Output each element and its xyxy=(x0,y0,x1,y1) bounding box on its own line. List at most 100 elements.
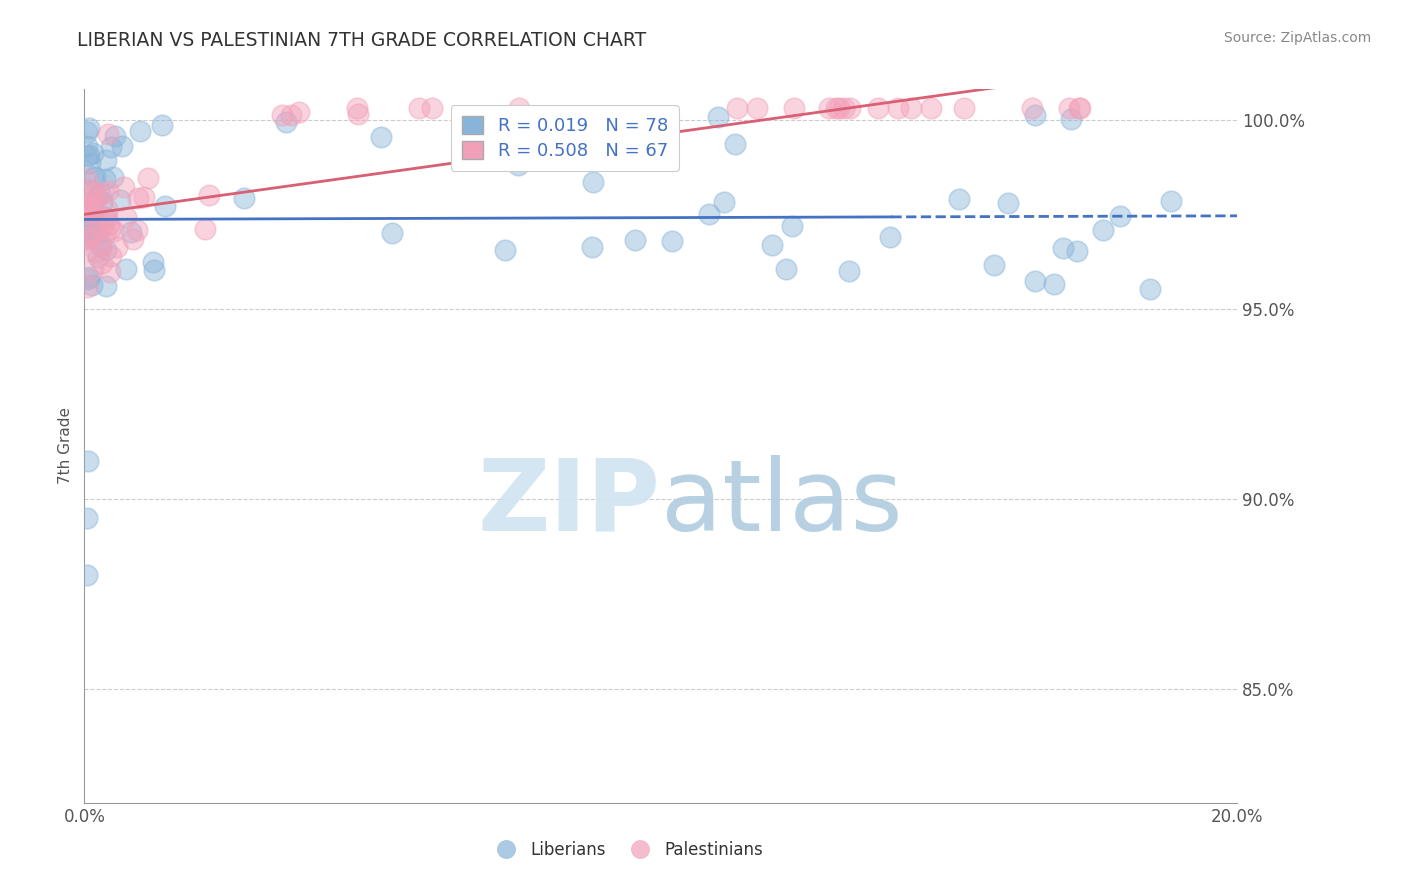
Point xyxy=(745,101,768,115)
Point xyxy=(77,147,100,161)
Point xyxy=(77,243,100,257)
Point xyxy=(920,101,942,115)
Point xyxy=(77,224,100,238)
Point xyxy=(101,169,124,184)
Point xyxy=(94,226,117,240)
Point xyxy=(90,256,112,270)
Point xyxy=(82,170,104,185)
Legend: Liberians, Palestinians: Liberians, Palestinians xyxy=(482,835,770,866)
Point xyxy=(121,232,143,246)
Point xyxy=(825,101,848,115)
Point xyxy=(82,261,104,276)
Point xyxy=(1139,282,1161,296)
Point xyxy=(1092,223,1115,237)
Point xyxy=(104,129,127,144)
Point xyxy=(79,200,101,214)
Point xyxy=(420,101,443,115)
Point xyxy=(100,222,122,236)
Point xyxy=(775,262,797,277)
Point xyxy=(97,184,120,198)
Point xyxy=(886,101,908,115)
Point xyxy=(83,207,105,221)
Point xyxy=(100,249,122,263)
Point xyxy=(76,454,98,468)
Point xyxy=(96,202,118,216)
Point xyxy=(761,238,783,252)
Point xyxy=(494,243,516,257)
Point xyxy=(1021,101,1043,115)
Point xyxy=(1024,274,1046,288)
Point xyxy=(347,107,370,121)
Point xyxy=(1057,101,1080,115)
Point xyxy=(87,227,110,242)
Point xyxy=(84,219,107,234)
Point xyxy=(90,195,112,210)
Point xyxy=(1052,241,1074,255)
Point xyxy=(100,140,122,154)
Point xyxy=(76,207,98,221)
Point xyxy=(1066,244,1088,258)
Point xyxy=(127,191,149,205)
Point xyxy=(128,123,150,137)
Point xyxy=(91,220,114,235)
Point xyxy=(77,183,100,197)
Point xyxy=(96,278,118,293)
Point xyxy=(76,202,98,216)
Point xyxy=(107,240,129,254)
Point xyxy=(661,234,683,248)
Point xyxy=(370,129,392,144)
Point xyxy=(280,108,302,122)
Point xyxy=(77,198,100,212)
Point xyxy=(76,148,98,162)
Y-axis label: 7th Grade: 7th Grade xyxy=(58,408,73,484)
Point xyxy=(142,254,165,268)
Point xyxy=(508,158,530,172)
Point xyxy=(94,153,117,168)
Point xyxy=(136,171,159,186)
Point xyxy=(288,104,311,119)
Point xyxy=(780,219,803,233)
Point xyxy=(132,190,155,204)
Point xyxy=(84,244,107,259)
Point xyxy=(697,207,720,221)
Point xyxy=(197,187,219,202)
Point xyxy=(82,145,104,160)
Point xyxy=(89,187,111,202)
Point xyxy=(953,101,976,115)
Point xyxy=(997,196,1019,211)
Point xyxy=(233,191,256,205)
Point xyxy=(94,210,117,224)
Point xyxy=(838,101,860,115)
Text: atlas: atlas xyxy=(661,455,903,551)
Point xyxy=(98,265,121,279)
Point xyxy=(77,269,100,284)
Point xyxy=(838,264,860,278)
Point xyxy=(98,217,121,231)
Point xyxy=(76,125,98,139)
Point xyxy=(90,239,112,253)
Point xyxy=(83,227,105,242)
Point xyxy=(581,240,603,254)
Point xyxy=(194,222,217,236)
Point xyxy=(381,226,404,240)
Point xyxy=(1109,209,1132,223)
Point xyxy=(948,192,970,206)
Point xyxy=(1160,194,1182,208)
Point xyxy=(84,186,107,201)
Point xyxy=(76,511,98,525)
Point xyxy=(80,227,103,241)
Point xyxy=(96,211,118,226)
Point xyxy=(79,203,101,218)
Point xyxy=(153,199,176,213)
Point xyxy=(783,101,806,115)
Point xyxy=(79,156,101,170)
Point xyxy=(537,121,560,136)
Point xyxy=(120,225,142,239)
Point xyxy=(76,280,98,294)
Point xyxy=(76,139,98,153)
Point xyxy=(827,101,849,115)
Point xyxy=(346,101,368,115)
Point xyxy=(80,194,103,208)
Point xyxy=(103,224,125,238)
Point xyxy=(112,180,135,194)
